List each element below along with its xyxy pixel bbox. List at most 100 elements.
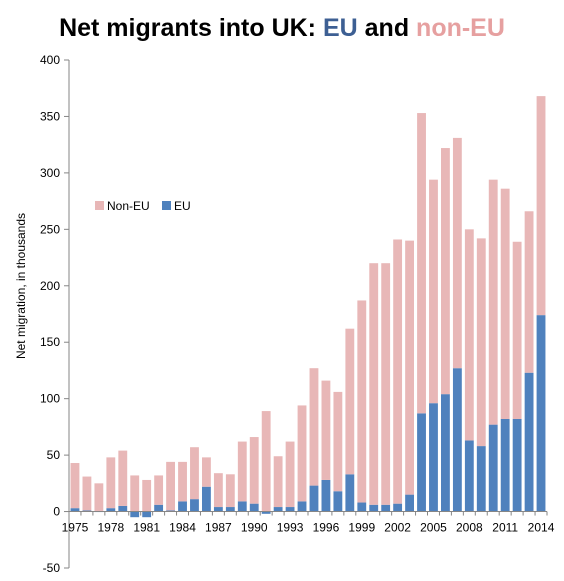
bar-eu-1983 [166, 510, 175, 512]
bar-eu-2003 [405, 494, 414, 512]
bar-eu-2011 [500, 418, 510, 512]
bar-eu-1980 [130, 511, 140, 518]
y-axis-label: Net migration, in thousands [14, 213, 28, 359]
title-part-and: and [357, 14, 417, 42]
bar-non-eu-1989 [237, 441, 247, 502]
x-tick-label: 1978 [97, 521, 124, 535]
x-tick-label: 1975 [62, 521, 89, 535]
bar-eu-1985 [190, 499, 199, 512]
x-tick-label: 1993 [277, 521, 304, 535]
x-tick-label: 2002 [384, 521, 411, 535]
axes-group: -50 0 50 100 150 200 250 300 350 400 1975 1978 1981 1… [40, 53, 555, 575]
y-tick-label: 300 [40, 166, 60, 180]
x-tick-label: 1984 [169, 521, 196, 535]
bar-non-eu-1990 [249, 437, 259, 504]
y-tick-label: -50 [43, 561, 61, 575]
y-tick-label: 50 [47, 448, 61, 462]
bar-non-eu-2005 [429, 179, 438, 404]
bar-non-eu-1980 [130, 475, 140, 512]
bar-non-eu-2008 [464, 229, 474, 441]
bar-eu-2002 [393, 503, 403, 512]
x-tick-label: 1999 [348, 521, 375, 535]
bar-eu-1990 [249, 503, 259, 512]
bar-eu-1991 [261, 511, 271, 514]
bar-non-eu-2010 [488, 179, 498, 425]
bar-eu-2014 [536, 315, 546, 512]
bar-non-eu-1983 [166, 461, 175, 511]
x-tick-label: 1981 [133, 521, 160, 535]
bar-non-eu-1987 [213, 473, 223, 508]
legend-swatch [162, 201, 171, 210]
bar-non-eu-1993 [285, 441, 295, 508]
bar-non-eu-1988 [225, 474, 235, 508]
bar-non-eu-1979 [118, 450, 128, 506]
bar-non-eu-2003 [405, 240, 414, 495]
bar-non-eu-1982 [154, 475, 164, 505]
y-tick-label: 350 [40, 109, 60, 123]
bars-group [70, 96, 546, 518]
bar-eu-1997 [333, 491, 343, 512]
y-tick-label: 400 [40, 53, 60, 67]
bar-non-eu-2000 [369, 263, 379, 505]
bar-non-eu-1999 [357, 300, 367, 503]
bar-eu-1982 [154, 504, 164, 512]
bar-non-eu-1994 [297, 405, 307, 502]
x-tick-label: 1996 [313, 521, 340, 535]
bar-eu-1995 [309, 485, 319, 512]
bar-eu-2010 [488, 424, 498, 512]
bar-non-eu-1978 [106, 457, 116, 509]
y-tick-label: 250 [40, 222, 60, 236]
legend-label: Non-EU [107, 199, 150, 213]
bar-eu-2000 [369, 504, 379, 512]
bar-eu-2001 [381, 504, 391, 512]
bar-non-eu-1995 [309, 368, 319, 486]
x-tick-label: 2008 [456, 521, 483, 535]
title-part-non-eu: non-EU [416, 14, 505, 42]
bar-non-eu-2009 [476, 238, 486, 447]
chart-title: Net migrants into UK: EU and non-EU [0, 14, 564, 43]
y-tick-label: 100 [40, 392, 60, 406]
bar-eu-2004 [417, 413, 426, 512]
bar-non-eu-1985 [190, 447, 199, 500]
y-tick-label: 0 [53, 505, 60, 519]
x-tick-label: 1987 [205, 521, 232, 535]
bar-non-eu-2014 [536, 96, 546, 316]
y-tick-label: 200 [40, 279, 60, 293]
bar-non-eu-1977 [94, 483, 104, 512]
bar-eu-1989 [237, 501, 247, 512]
title-part-eu: EU [322, 14, 358, 42]
x-tick-label: 2005 [420, 521, 447, 535]
bar-non-eu-2004 [417, 113, 426, 414]
bar-non-eu-1981 [142, 479, 152, 512]
title-part-main: Net migrants into UK: [59, 14, 323, 42]
bar-eu-2013 [524, 372, 534, 512]
bar-non-eu-2012 [512, 241, 522, 419]
bar-non-eu-1996 [321, 380, 331, 480]
bar-eu-1984 [178, 501, 187, 512]
x-tick-label: 1990 [241, 521, 268, 535]
bar-non-eu-1998 [345, 328, 355, 475]
x-tick-label: 2014 [528, 521, 555, 535]
bar-eu-1988 [225, 507, 235, 512]
bar-eu-1993 [285, 507, 295, 512]
bar-eu-1975 [70, 508, 80, 512]
bar-eu-1978 [106, 508, 116, 512]
bar-non-eu-2001 [381, 263, 391, 505]
bar-eu-2012 [512, 418, 522, 512]
bar-non-eu-2007 [452, 137, 462, 369]
bar-non-eu-1997 [333, 391, 343, 492]
bar-eu-1998 [345, 474, 355, 512]
bar-eu-2007 [452, 368, 462, 512]
bar-eu-1999 [357, 502, 367, 512]
bar-eu-2009 [476, 446, 486, 512]
bar-eu-2008 [464, 440, 474, 512]
bar-eu-2005 [429, 403, 438, 512]
bar-non-eu-1984 [178, 461, 187, 502]
bar-non-eu-1991 [261, 411, 271, 512]
bar-non-eu-1975 [70, 463, 80, 509]
y-tick-label: 150 [40, 335, 60, 349]
bar-non-eu-1976 [82, 476, 92, 511]
bar-eu-1976 [82, 510, 92, 512]
bar-eu-2006 [441, 394, 450, 512]
